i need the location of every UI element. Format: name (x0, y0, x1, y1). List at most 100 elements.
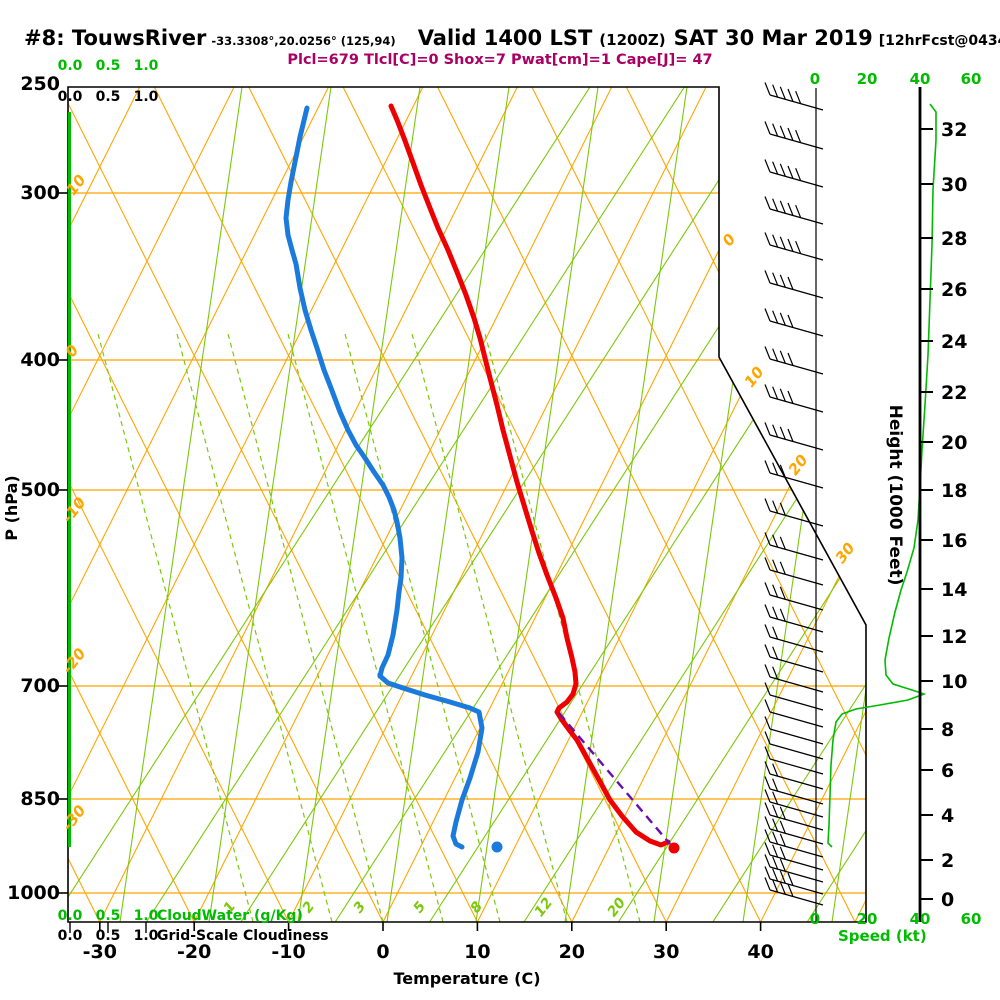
wind-barb (764, 308, 824, 337)
barb-tick (772, 272, 779, 286)
wind-barb (764, 384, 824, 413)
cloudiness-scale-label: 0.5 (96, 928, 121, 944)
barb-tick (779, 858, 786, 872)
wind-barb (764, 346, 824, 375)
barb-tick (779, 125, 786, 139)
barb-tick (772, 348, 779, 362)
height-label: 2 (941, 850, 954, 872)
pressure-label: 300 (20, 182, 60, 204)
plot-frame (56, 86, 867, 933)
isotherm-line (68, 87, 329, 922)
barb-shaft (769, 676, 824, 693)
mixing-ratio-label: 20 (605, 895, 630, 920)
barb-tick (795, 204, 802, 218)
barb-tick (772, 559, 779, 573)
isotherm-label: 30 (832, 539, 859, 567)
dry-adiabat-line (625, 87, 866, 922)
wind-barb (764, 789, 824, 818)
cloudwater-scale-label: 1.0 (134, 58, 159, 74)
temperature-label: 20 (559, 941, 585, 963)
barb-tick (772, 462, 779, 476)
barb-tick (787, 428, 794, 442)
barb-shaft (769, 758, 824, 775)
moist-adiabat-line (240, 87, 780, 922)
pressure-label: 500 (20, 479, 60, 501)
height-label: 30 (941, 174, 967, 196)
barb-tick (772, 646, 779, 660)
barb-tick (779, 561, 786, 575)
parcel-path-dashed (558, 712, 671, 845)
isotherm-line (476, 87, 866, 922)
barb-tick (764, 232, 771, 246)
station-name: #8: TouwsRiver (24, 26, 207, 50)
barb-shaft (769, 594, 824, 611)
barb-tick (764, 664, 771, 678)
barb-tick (764, 776, 771, 790)
barb-tick (787, 352, 794, 366)
barb-tick (787, 314, 794, 328)
barb-tick (764, 624, 771, 638)
barb-tick (764, 829, 771, 843)
barb-tick (779, 820, 786, 834)
wind-barb (764, 422, 824, 451)
barb-tick (779, 608, 786, 622)
moist-adiabat-line (831, 87, 866, 922)
barb-tick (764, 716, 771, 730)
barb-shaft (769, 828, 824, 845)
isotherm-line (68, 87, 235, 922)
height-label: 12 (941, 626, 967, 648)
barb-shaft (769, 711, 824, 728)
height-label: 18 (941, 480, 967, 502)
speed-scale-label: 60 (961, 910, 982, 928)
barb-tick (764, 854, 771, 868)
pressure-label: 250 (20, 73, 60, 95)
isotherm-label: -10 (59, 494, 90, 526)
temperature-axis-title: Temperature (C) (393, 969, 540, 988)
barb-shaft (769, 866, 824, 883)
wind-barb (764, 82, 824, 111)
chart-title: #8: TouwsRiver -33.3308°,20.0256° (125,9… (24, 26, 1000, 50)
barb-shaft (769, 841, 824, 858)
dry-adiabat-line (68, 87, 290, 922)
height-label: 10 (941, 671, 967, 693)
wind-barb (764, 664, 824, 693)
barb-tick (764, 384, 771, 398)
moist-adiabat-line (145, 87, 685, 922)
barb-shaft (769, 814, 824, 831)
cloudwater-scale-label: 0.0 (58, 908, 83, 924)
barb-tick (787, 883, 794, 897)
barb-tick (764, 82, 771, 96)
wind-barb (764, 699, 824, 728)
mixing-ratio-line (175, 329, 333, 922)
barb-tick (772, 386, 779, 400)
barb-shaft (769, 208, 824, 225)
mixing-ratio-line (286, 329, 444, 922)
barb-tick (764, 422, 771, 436)
wind-barb (764, 816, 824, 845)
dry-adiabat-line (248, 87, 667, 922)
barb-tick (764, 746, 771, 760)
wind-barb (764, 557, 824, 586)
barb-tick (764, 308, 771, 322)
wind-speed-profile-line (827, 103, 937, 848)
barb-tick (764, 761, 771, 775)
barb-shaft (769, 396, 824, 413)
wind-barb (764, 776, 824, 805)
moist-adiabat-line (653, 87, 777, 922)
barb-tick (772, 198, 779, 212)
barb-tick (779, 806, 786, 820)
moist-adiabat-line (564, 87, 688, 922)
barb-shaft (769, 320, 824, 337)
barb-tick (764, 682, 771, 696)
dry-adiabat-line (814, 87, 866, 922)
barb-shaft (769, 434, 824, 451)
wind-barb (764, 232, 824, 261)
surface-dewpoint-dot (491, 841, 503, 853)
barb-shaft (769, 244, 824, 261)
barb-tick (787, 872, 794, 886)
speed-scale-label: 20 (857, 910, 878, 928)
barb-shaft (769, 171, 824, 188)
cloudwater-legend: CloudWater (g/Kg) (157, 908, 303, 924)
dry-adiabat-line (68, 87, 384, 922)
barb-tick (772, 818, 779, 832)
